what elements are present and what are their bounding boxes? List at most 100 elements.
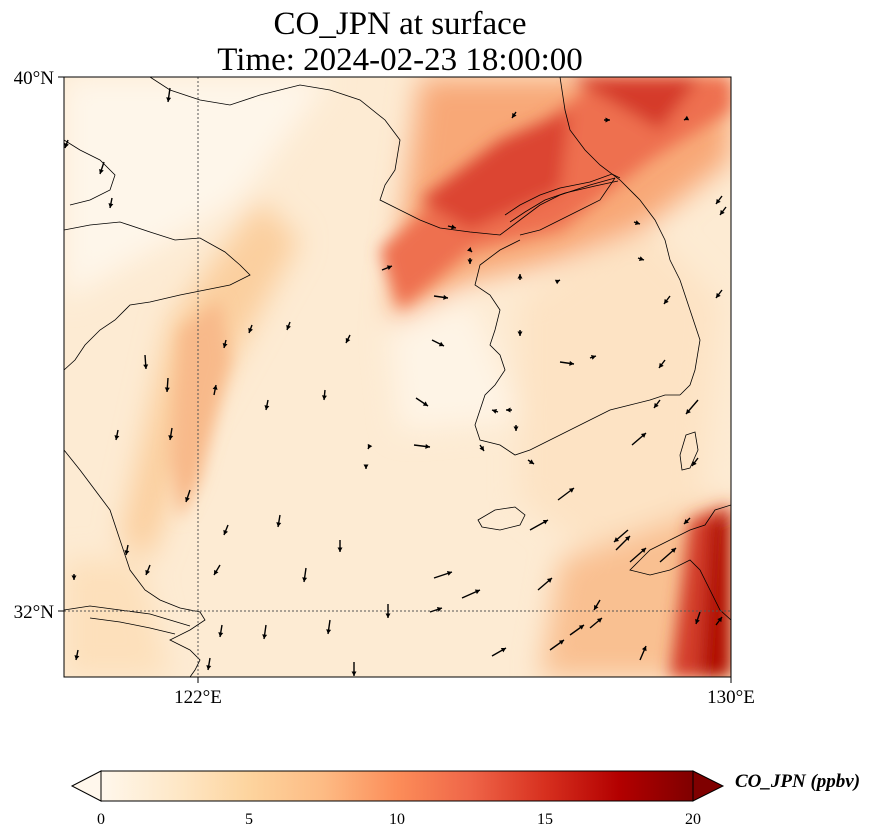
wind-arrow-head <box>614 537 620 542</box>
wind-arrow-head <box>222 343 228 348</box>
wind-arrow-head <box>695 618 700 624</box>
wind-arrow-head <box>594 604 599 610</box>
wind-arrow-head <box>640 433 646 438</box>
china-coastline-south <box>64 449 206 677</box>
korea-west-coast <box>474 239 680 456</box>
wind-arrow-head <box>568 488 574 493</box>
wind-arrow-head <box>517 331 523 336</box>
wind-arrow-head <box>513 426 519 431</box>
wind-arrow-head <box>345 337 351 343</box>
wind-arrow-head <box>436 607 442 612</box>
wind-arrow-head <box>517 274 523 279</box>
wind-arrow-head <box>223 529 228 535</box>
wind-arrow-head <box>558 640 564 645</box>
wind-arrow-head <box>625 536 630 541</box>
map-title-line2: Time: 2024-02-23 18:00:00 <box>217 42 583 78</box>
wind-arrow-head <box>692 460 697 466</box>
wind-arrow-head <box>720 209 725 215</box>
wind-arrow-head <box>492 409 498 414</box>
lon-label-130e: 130°E <box>707 687 755 708</box>
colorbar-tick-15: 15 <box>537 811 553 828</box>
wind-arrow-head <box>262 634 268 639</box>
wind-arrow-head <box>114 435 120 440</box>
co-concentration-field <box>64 77 731 677</box>
wind-arrow-head <box>264 405 270 410</box>
wind-arrow-head <box>596 618 602 623</box>
wind-arrow-head <box>214 569 219 575</box>
lat-label-32n: 32°N <box>14 602 55 623</box>
wind-arrow-head <box>554 279 560 285</box>
wind-arrow-head <box>506 407 511 413</box>
wind-arrow-head <box>670 548 676 553</box>
wind-arrow-head <box>385 613 391 618</box>
wind-arrow-head <box>546 578 552 583</box>
korea-northwest <box>519 177 616 236</box>
colorbar: 0 5 10 15 20 CO_JPN (ppbv) <box>70 770 860 828</box>
wind-arrow-head <box>166 97 172 102</box>
wind-arrow-head <box>212 385 218 390</box>
wind-arrow-head <box>684 115 690 121</box>
wind-arrow-head <box>321 395 327 400</box>
shandong-coast <box>64 139 116 206</box>
wind-arrow-head <box>467 247 472 252</box>
wind-vectors <box>64 87 727 676</box>
wind-arrow-head <box>659 362 664 368</box>
wind-arrow-head <box>124 550 130 555</box>
wind-arrow-head <box>185 496 190 502</box>
wind-arrow-head <box>367 443 373 449</box>
wind-arrow-head <box>145 569 150 575</box>
wind-arrow-head <box>168 435 174 440</box>
wind-arrow-head <box>363 464 369 469</box>
wind-arrow-head <box>108 203 114 208</box>
colorbar-tick-20: 20 <box>685 811 701 828</box>
wind-arrow-head <box>638 256 644 261</box>
wind-arrow-head <box>286 324 291 330</box>
wind-arrow-head <box>716 198 721 204</box>
wind-arrow-head <box>276 522 282 527</box>
wind-arrow-head <box>446 571 452 576</box>
wind-arrow-head <box>528 459 534 464</box>
wind-arrow-head <box>686 408 691 414</box>
wind-arrow-head <box>654 402 659 408</box>
yangtze-estuary <box>64 605 191 635</box>
wind-arrow-head <box>422 401 428 406</box>
wind-arrow-head <box>605 117 610 123</box>
colorbar-tick-5: 5 <box>245 811 253 828</box>
wind-arrow-head <box>634 220 640 225</box>
wind-arrow-head <box>641 646 647 652</box>
wind-arrow-head <box>351 671 357 676</box>
wind-arrow-head <box>425 443 430 449</box>
jeju-island <box>477 506 526 531</box>
wind-arrow-head <box>326 629 332 634</box>
wind-arrow-head <box>664 298 669 304</box>
colorbar-extend-high <box>692 770 725 802</box>
map-frame <box>63 76 732 678</box>
lat-label-40n: 40°N <box>14 68 55 89</box>
map-title-line1: CO_JPN at surface <box>273 6 527 42</box>
wind-arrow-head <box>302 577 308 582</box>
wind-arrow-head <box>74 655 80 660</box>
wind-arrow-head <box>99 168 104 174</box>
korea-east-coast <box>559 77 701 396</box>
wind-arrow-head <box>337 547 343 552</box>
wind-arrow-head <box>578 625 584 630</box>
wind-arrow-head <box>590 355 596 360</box>
wind-arrow-head <box>248 327 253 333</box>
wind-arrow-head <box>542 520 548 525</box>
wind-arrow-head <box>474 589 480 595</box>
wind-arrow-head <box>164 387 170 392</box>
liaodong-coastline <box>149 77 616 236</box>
wind-arrow-head <box>467 259 473 264</box>
wind-arrow-head <box>451 224 456 230</box>
colorbar-gradient <box>100 770 694 802</box>
colorbar-tick-0: 0 <box>97 811 105 828</box>
wind-arrow-head <box>438 341 444 347</box>
colorbar-title: CO_JPN (ppbv) <box>735 771 860 792</box>
wind-arrow-head <box>386 265 392 270</box>
wind-arrow-head <box>143 364 149 369</box>
colorbar-extend-low <box>70 770 102 802</box>
wind-arrow-head <box>512 112 517 118</box>
wind-arrow-head <box>717 617 722 623</box>
china-coastline <box>64 221 251 371</box>
